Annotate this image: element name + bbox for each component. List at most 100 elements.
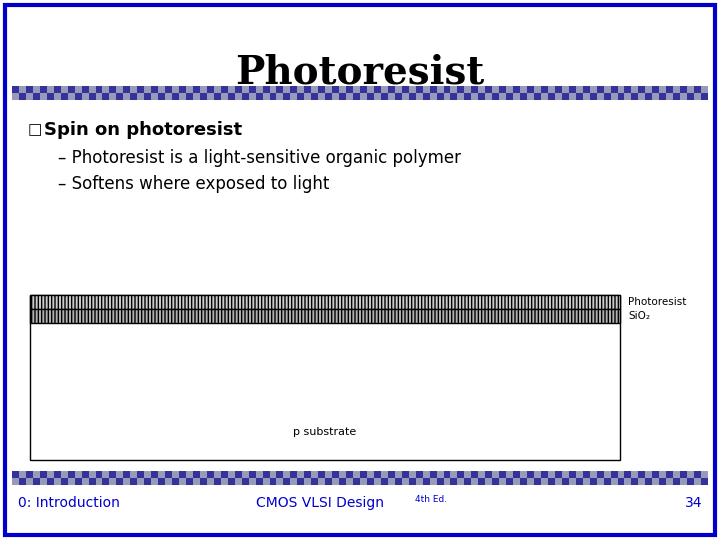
Bar [374, 471, 381, 478]
Bar [75, 86, 81, 93]
Bar [492, 471, 499, 478]
Text: SiO₂: SiO₂ [628, 311, 650, 321]
Bar [381, 478, 388, 485]
Bar [89, 93, 96, 100]
Bar [513, 471, 520, 478]
Bar [40, 93, 47, 100]
Bar [96, 93, 102, 100]
Bar [54, 86, 60, 93]
Bar [374, 86, 381, 93]
Bar [597, 93, 603, 100]
Bar [541, 471, 548, 478]
Bar [457, 478, 464, 485]
Bar [395, 478, 402, 485]
Bar [534, 471, 541, 478]
Bar [346, 478, 353, 485]
Bar [562, 86, 569, 93]
Bar [207, 471, 214, 478]
Bar [395, 93, 402, 100]
Bar [123, 86, 130, 93]
Bar [144, 478, 151, 485]
Bar [485, 86, 492, 93]
Bar [305, 478, 311, 485]
Bar [311, 471, 318, 478]
Bar [666, 471, 673, 478]
Bar [402, 478, 409, 485]
Bar [415, 478, 423, 485]
Bar [353, 86, 360, 93]
Bar [68, 471, 75, 478]
Bar [541, 478, 548, 485]
Bar [569, 86, 576, 93]
Bar [130, 471, 138, 478]
Text: Photoresist: Photoresist [235, 53, 485, 91]
Bar [186, 86, 193, 93]
Bar [555, 93, 562, 100]
Bar [346, 471, 353, 478]
Bar [290, 471, 297, 478]
Bar [179, 478, 186, 485]
Bar [430, 478, 436, 485]
Bar [193, 471, 200, 478]
Bar [631, 86, 639, 93]
Bar [235, 478, 242, 485]
Bar [687, 93, 694, 100]
Bar [520, 471, 527, 478]
Bar [332, 86, 339, 93]
Bar [360, 93, 367, 100]
Bar [40, 471, 47, 478]
Bar [172, 93, 179, 100]
Bar [123, 93, 130, 100]
Bar [228, 86, 235, 93]
Bar [235, 93, 242, 100]
Bar [332, 478, 339, 485]
Bar [207, 93, 214, 100]
Bar [311, 86, 318, 93]
Bar [165, 478, 172, 485]
Bar [444, 86, 451, 93]
Bar [402, 86, 409, 93]
Bar [388, 471, 395, 478]
Bar [395, 471, 402, 478]
Bar [645, 93, 652, 100]
Bar [179, 471, 186, 478]
Bar [214, 471, 221, 478]
Bar [631, 471, 639, 478]
Bar [60, 93, 68, 100]
Bar [618, 86, 624, 93]
Bar [548, 93, 555, 100]
Bar [30, 295, 620, 309]
Bar [284, 86, 290, 93]
Bar [666, 93, 673, 100]
Bar [618, 478, 624, 485]
Bar [639, 478, 645, 485]
Bar [492, 478, 499, 485]
Bar [269, 478, 276, 485]
Bar [214, 93, 221, 100]
Bar [436, 86, 444, 93]
Bar [228, 478, 235, 485]
Bar [19, 86, 26, 93]
Bar [576, 93, 582, 100]
Bar [256, 86, 263, 93]
Bar [624, 471, 631, 478]
Bar [611, 86, 618, 93]
Bar [102, 478, 109, 485]
Bar [597, 471, 603, 478]
Bar [30, 295, 620, 460]
Bar [75, 471, 81, 478]
Bar [325, 93, 332, 100]
Bar [687, 471, 694, 478]
Bar [666, 86, 673, 93]
Bar [186, 93, 193, 100]
Bar [151, 93, 158, 100]
Bar [409, 478, 415, 485]
Bar [506, 93, 513, 100]
Bar [415, 93, 423, 100]
Bar [47, 478, 54, 485]
Bar [680, 93, 687, 100]
Bar [207, 86, 214, 93]
Bar [89, 86, 96, 93]
Bar [172, 478, 179, 485]
Bar [235, 471, 242, 478]
